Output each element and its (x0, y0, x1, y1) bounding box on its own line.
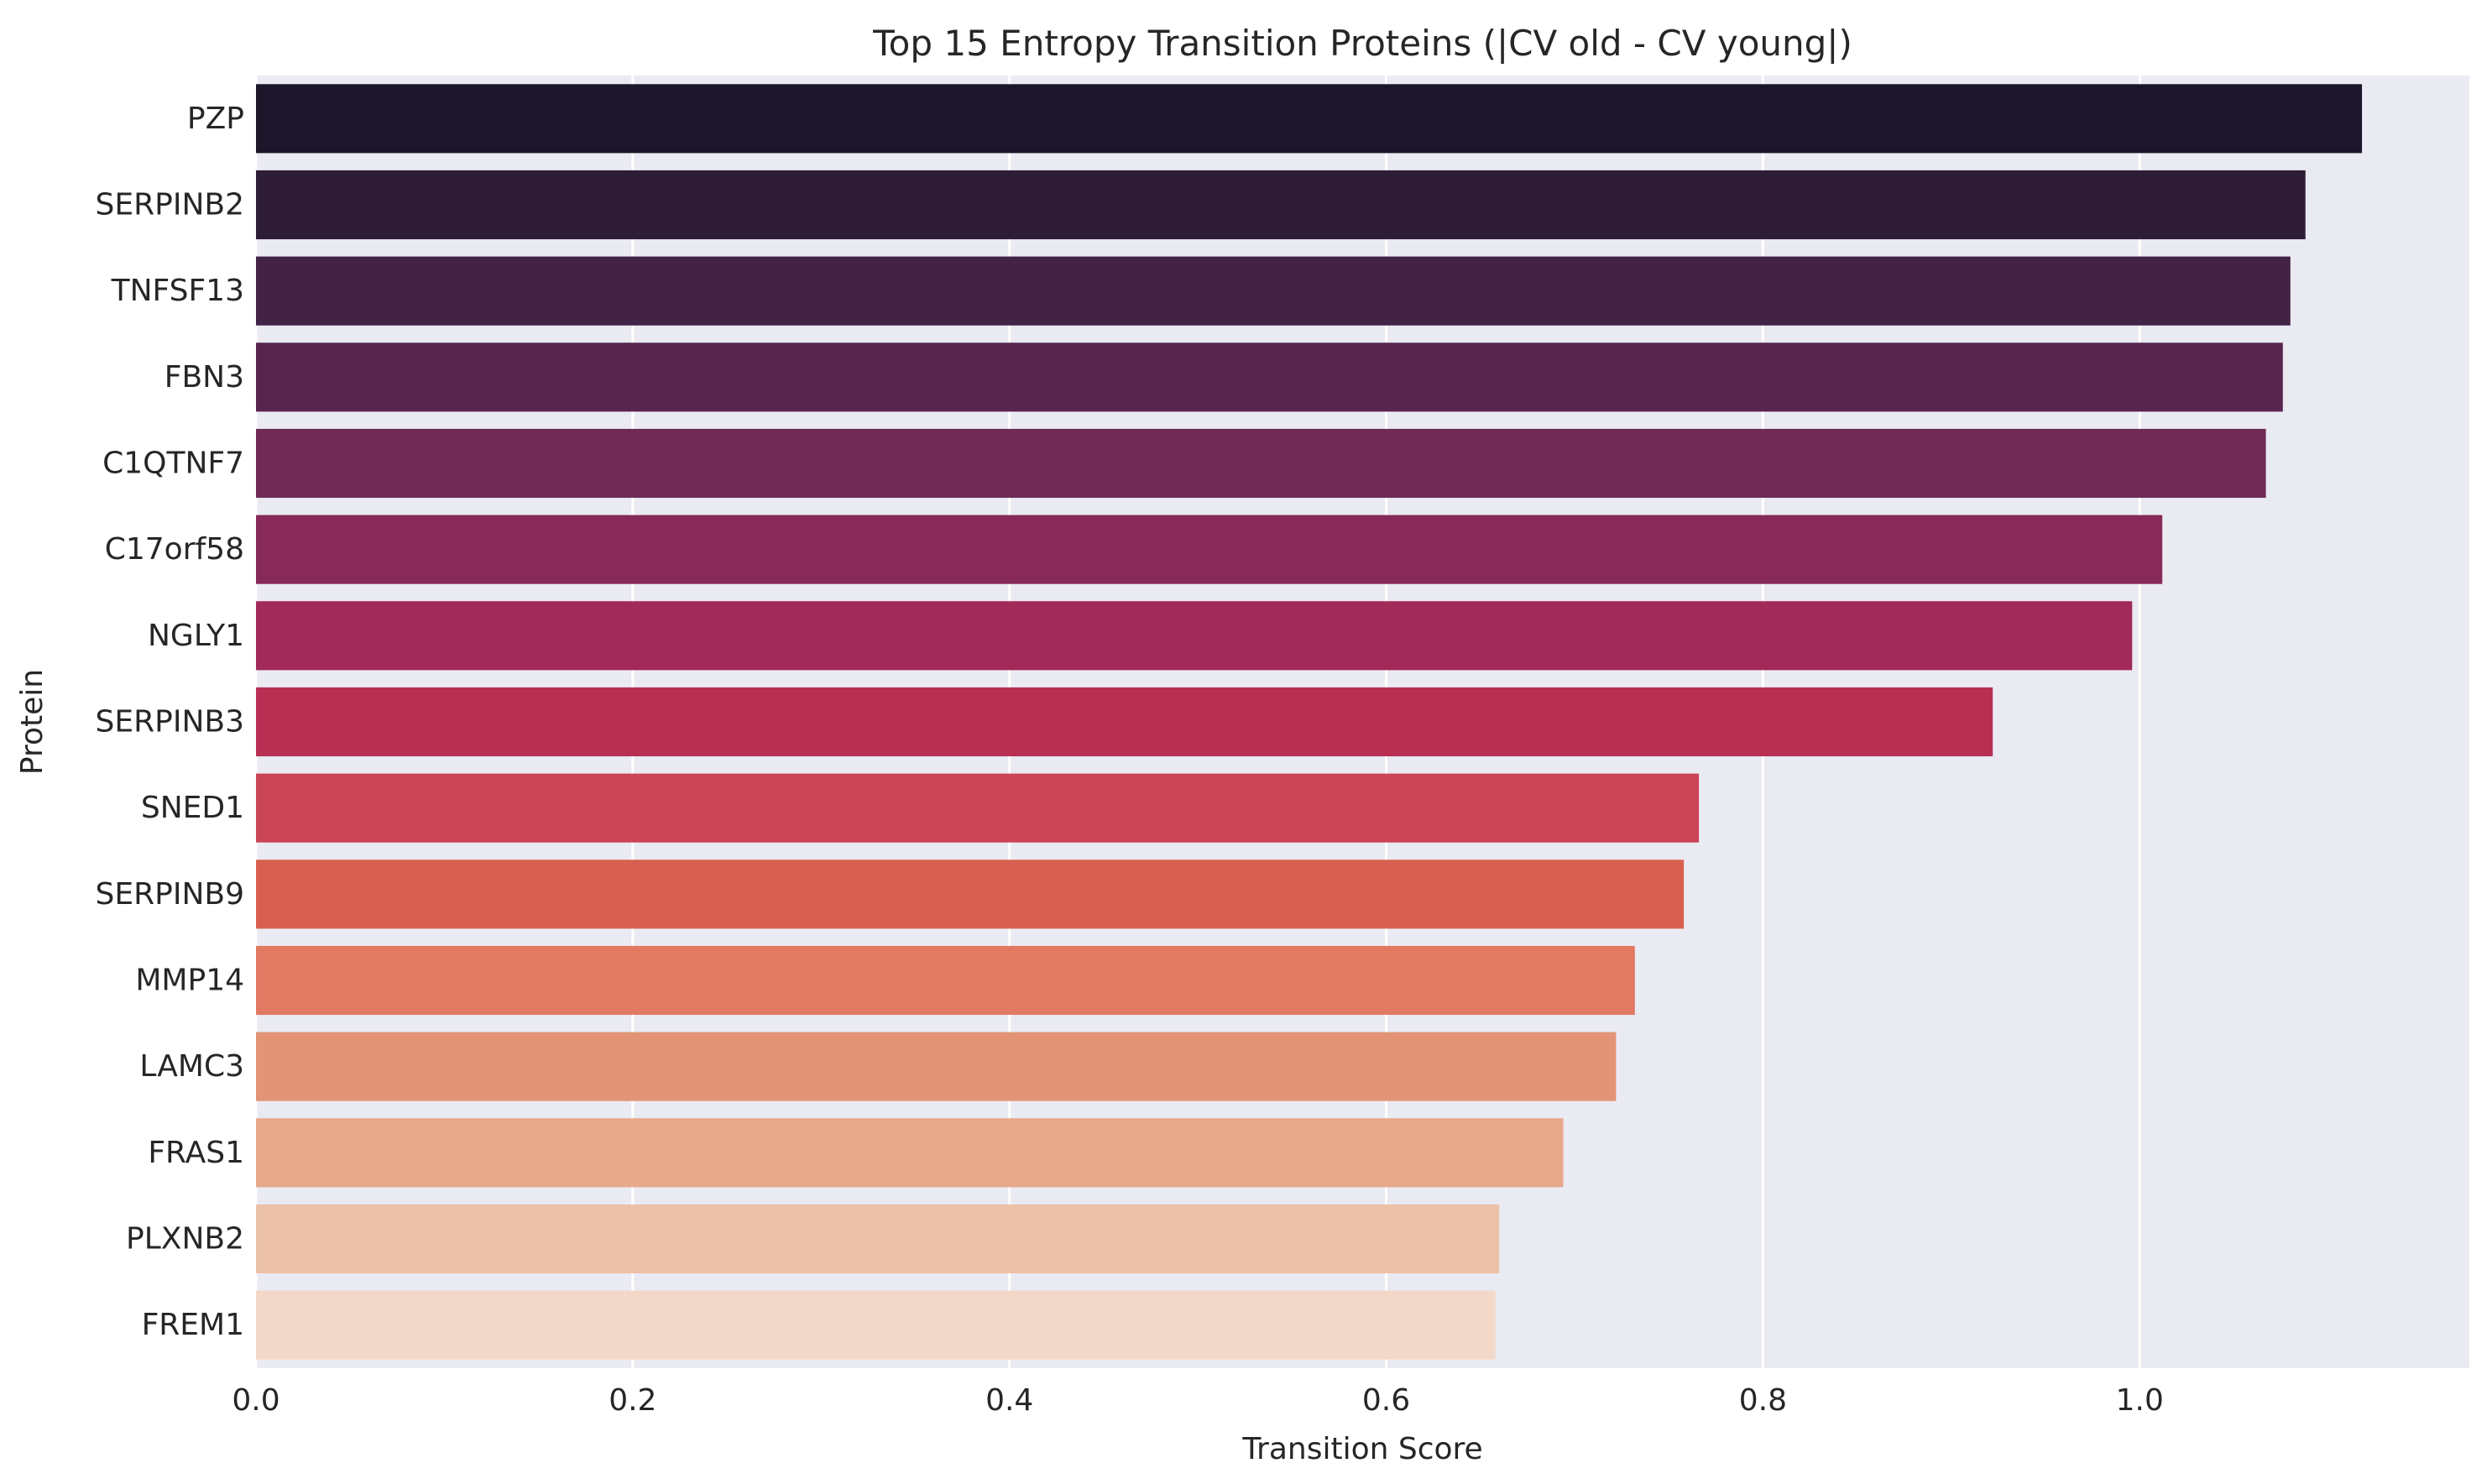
y-tick-label: SNED1 (141, 791, 244, 825)
bar-frem1 (256, 1290, 1496, 1360)
bar-ngly1 (256, 601, 2133, 671)
bar-tnfsf13 (256, 256, 2291, 326)
x-axis-label: Transition Score (1241, 1432, 1482, 1466)
y-tick-label: TNFSF13 (111, 274, 244, 308)
y-tick-label: SERPINB3 (96, 705, 244, 739)
y-tick-label: LAMC3 (139, 1049, 244, 1084)
bars (256, 84, 2363, 1360)
bar-fras1 (256, 1118, 1564, 1188)
x-tick-label: 0.4 (985, 1383, 1033, 1418)
bar-serpinb9 (256, 860, 1685, 929)
y-tick-label: FREM1 (142, 1308, 244, 1342)
y-tick-label: C17orf58 (105, 532, 244, 567)
bar-lamc3 (256, 1032, 1617, 1101)
bar-fbn3 (256, 342, 2283, 412)
bar-mmp14 (256, 945, 1635, 1016)
bar-c1qtnf7 (256, 428, 2266, 499)
x-tick-label: 0.2 (609, 1383, 656, 1418)
x-tick-labels: 0.0 0.2 0.4 0.6 0.8 1.0 (232, 1383, 2164, 1418)
y-tick-label: PLXNB2 (126, 1222, 244, 1257)
y-axis-label: Protein (15, 669, 50, 775)
bar-plxnb2 (256, 1204, 1500, 1274)
x-tick-label: 0.6 (1362, 1383, 1410, 1418)
x-tick-label: 0.0 (232, 1383, 280, 1418)
y-tick-label: NGLY1 (148, 619, 244, 653)
y-tick-label: MMP14 (135, 964, 244, 998)
x-tick-label: 0.8 (1739, 1383, 1787, 1418)
bar-c17orf58 (256, 515, 2163, 584)
y-tick-label: C1QTNF7 (102, 447, 244, 481)
bar-serpinb2 (256, 170, 2306, 240)
y-tick-label: PZP (187, 102, 244, 136)
bar-sned1 (256, 773, 1700, 843)
y-tick-label: SERPINB9 (96, 877, 244, 912)
y-tick-label: FRAS1 (148, 1136, 244, 1170)
chart-title: Top 15 Entropy Transition Proteins (|CV … (872, 23, 1852, 64)
bar-serpinb3 (256, 687, 1993, 757)
y-tick-label: FBN3 (165, 360, 244, 395)
y-tick-labels: PZP SERPINB2 TNFSF13 FBN3 C1QTNF7 C17orf58 NGL… (96, 102, 244, 1342)
bar-pzp (256, 84, 2363, 154)
x-tick-label: 1.0 (2116, 1383, 2164, 1418)
y-tick-label: SERPINB2 (96, 188, 244, 222)
